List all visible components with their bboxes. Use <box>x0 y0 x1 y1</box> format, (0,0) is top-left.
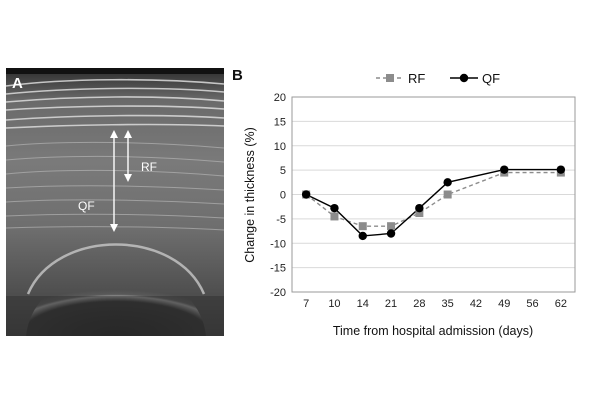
y-tick-label: 15 <box>274 116 286 128</box>
marker-rf <box>330 212 339 221</box>
y-tick-label: 20 <box>274 92 286 104</box>
y-tick-label: 10 <box>274 141 286 153</box>
x-tick-label: 10 <box>328 298 340 310</box>
x-tick-label: 35 <box>442 298 454 310</box>
y-tick-label: 5 <box>280 165 286 177</box>
legend-marker-rf <box>386 74 394 82</box>
thickness-line-chart: B RF QF 20 15 10 5 0 -5 -10 -15 -20 7 10 14 21 28 35 42… <box>232 67 576 338</box>
marker-qf <box>500 165 509 174</box>
series-markers <box>301 165 566 241</box>
chart-legend: RF QF <box>376 71 500 86</box>
ultrasound-image: RF QF A <box>6 68 224 336</box>
x-tick-label: 42 <box>470 298 482 310</box>
marker-qf <box>415 203 424 213</box>
legend-marker-qf <box>459 73 469 83</box>
y-tick-label: -5 <box>276 214 286 226</box>
x-tick-label: 14 <box>357 298 369 310</box>
x-tick-label: 62 <box>555 298 567 310</box>
y-tick-label: -20 <box>270 287 286 299</box>
panel-a-letter: A <box>12 75 23 92</box>
marker-rf <box>387 222 396 231</box>
marker-qf <box>301 190 311 199</box>
legend-label-qf: QF <box>482 71 500 86</box>
marker-qf <box>330 203 339 213</box>
qf-measure-arrow <box>110 130 118 232</box>
x-tick-label: 49 <box>498 298 510 310</box>
x-tick-label: 21 <box>385 298 397 310</box>
marker-qf <box>358 231 367 241</box>
series-line-qf <box>305 168 561 237</box>
y-tick-label: -15 <box>270 263 286 275</box>
marker-rf <box>358 222 367 231</box>
x-tick-label: 7 <box>303 298 309 310</box>
series-lines <box>305 168 561 237</box>
x-tick-label: 28 <box>413 298 425 310</box>
plot-area-frame <box>291 96 576 293</box>
marker-qf <box>556 165 566 174</box>
y-tick-labels: 20 15 10 5 0 -5 -10 -15 -20 <box>270 92 286 299</box>
panel-b-letter: B <box>232 67 243 84</box>
y-axis-label: Change in thickness (%) <box>243 127 257 262</box>
rf-label: RF <box>141 160 157 174</box>
y-tick-label: -10 <box>270 238 286 250</box>
marker-rf <box>415 209 424 218</box>
x-axis-label: Time from hospital admission (days) <box>333 324 533 338</box>
x-tick-labels: 7 10 14 21 28 35 42 49 56 62 <box>303 298 567 310</box>
x-tick-label: 56 <box>526 298 538 310</box>
rf-measure-arrow <box>124 130 132 182</box>
legend-label-rf: RF <box>408 71 425 86</box>
marker-rf <box>443 190 452 199</box>
marker-qf <box>443 178 452 187</box>
qf-label: QF <box>78 199 95 213</box>
y-tick-label: 0 <box>280 190 286 202</box>
marker-qf <box>386 229 396 238</box>
